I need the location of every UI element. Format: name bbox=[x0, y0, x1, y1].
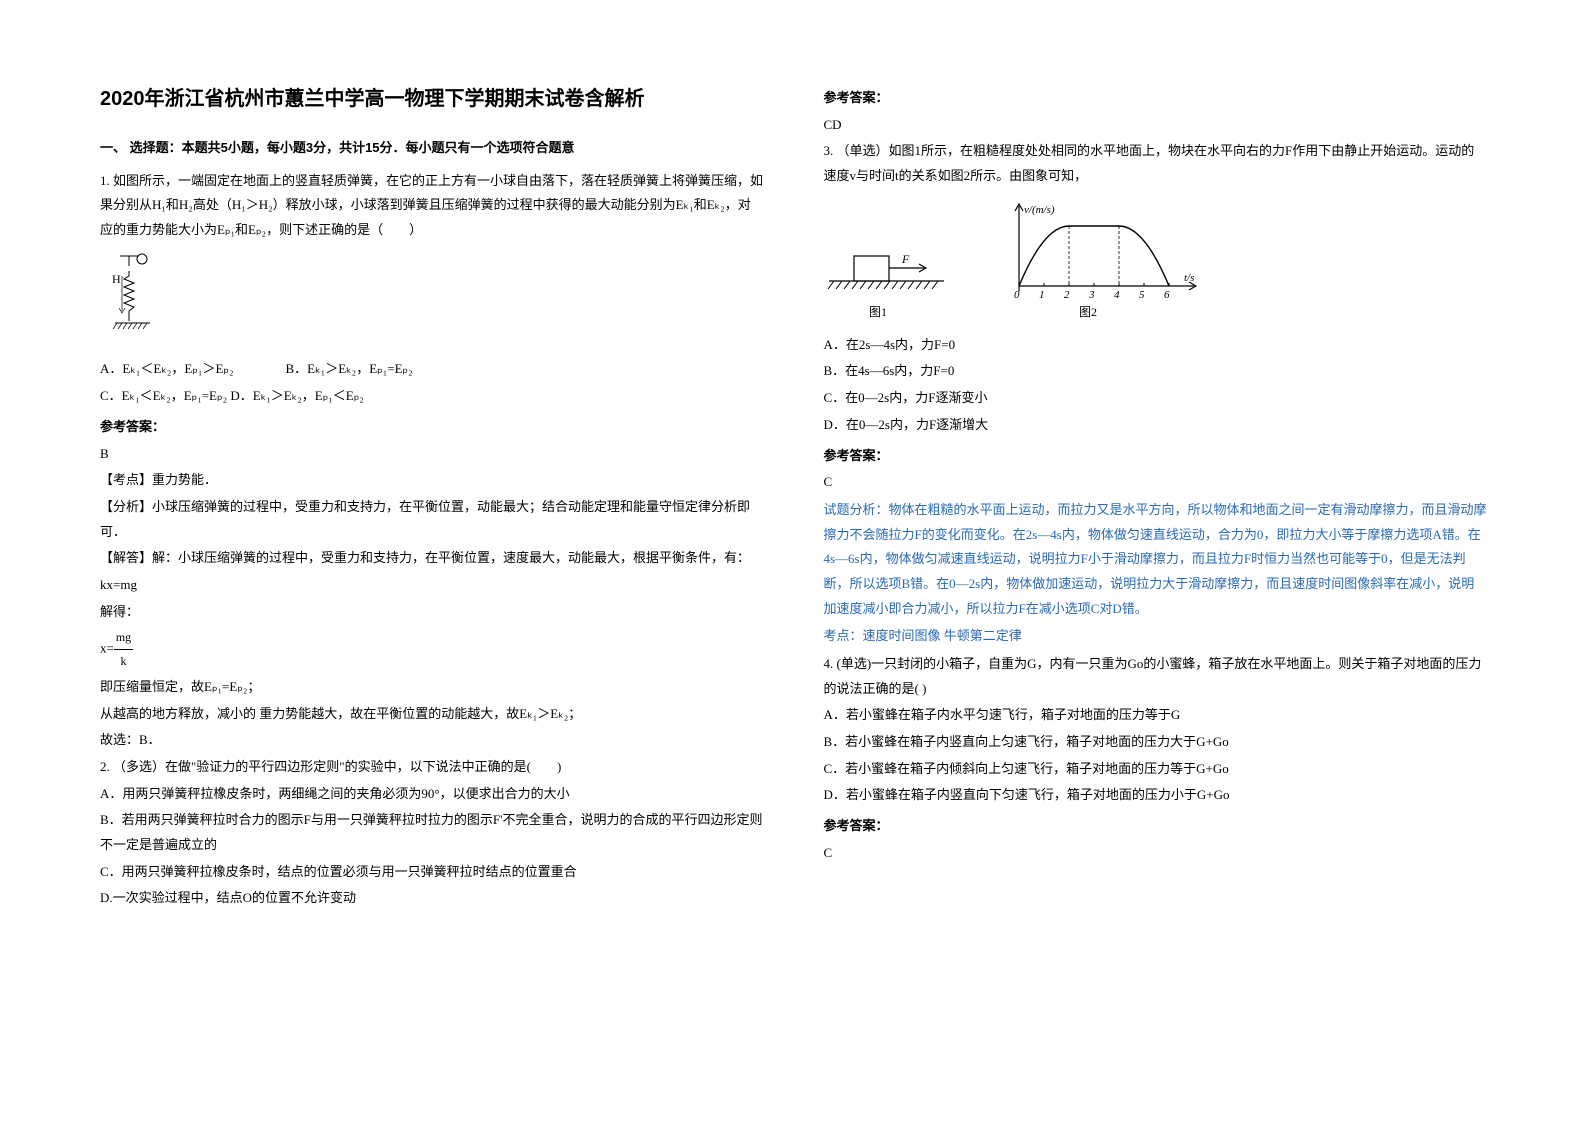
q3-opt-a: A．在2s—4s内，力F=0 bbox=[824, 333, 1488, 358]
q4-opt-a: A．若小蜜蜂在箱子内水平匀速飞行，箱子对地面的压力等于G bbox=[824, 703, 1488, 728]
q4-opt-b: B．若小蜜蜂在箱子内竖直向上匀速飞行，箱子对地面的压力大于G+Go bbox=[824, 730, 1488, 755]
svg-text:F: F bbox=[901, 252, 910, 266]
svg-text:3: 3 bbox=[1088, 289, 1095, 301]
q1-opt-a: A．Eₖ₁＜Eₖ₂，Eₚ₁＞Eₚ₂ bbox=[100, 361, 234, 376]
q1-opt-d: D．Eₖ₁＞Eₖ₂，Eₚ₁＜Eₚ₂ bbox=[230, 388, 364, 403]
q1-answer: B bbox=[100, 442, 764, 467]
svg-text:2: 2 bbox=[1064, 289, 1070, 301]
svg-text:4: 4 bbox=[1114, 289, 1120, 301]
q4-stem: 4. (单选)一只封闭的小箱子，自重为G，内有一只重为Go的小蜜蜂，箱子放在水平… bbox=[824, 652, 1488, 701]
document-title: 2020年浙江省杭州市蕙兰中学高一物理下学期期末试卷含解析 bbox=[100, 80, 764, 118]
q3-answer: C bbox=[824, 470, 1488, 495]
q2-opt-c: C．用两只弹簧秤拉橡皮条时，结点的位置必须与用一只弹簧秤拉时结点的位置重合 bbox=[100, 860, 764, 885]
svg-text:5: 5 bbox=[1139, 289, 1145, 301]
svg-text:H: H bbox=[112, 272, 121, 286]
svg-text:1: 1 bbox=[1039, 289, 1045, 301]
q3-figures: F 图1 v/(m/s) t/s 0 1 2 bbox=[824, 201, 1488, 321]
q3-opt-d: D．在0—2s内，力F逐渐增大 bbox=[824, 413, 1488, 438]
q2-opt-d: D.一次实验过程中，结点O的位置不允许变动 bbox=[100, 886, 764, 911]
q1-exp3: 【解答】解：小球压缩弹簧的过程中，受重力和支持力，在平衡位置，速度最大，动能最大… bbox=[100, 546, 764, 571]
q1-options-ab: A．Eₖ₁＜Eₖ₂，Eₚ₁＞Eₚ₂ B．Eₖ₁＞Eₖ₂，Eₚ₁=Eₚ₂ bbox=[100, 357, 764, 382]
q2-opt-a: A．用两只弹簧秤拉橡皮条时，两细绳之间的夹角必须为90°，以便求出合力的大小 bbox=[100, 782, 764, 807]
fig1-label: 图1 bbox=[869, 305, 887, 319]
fig2-xlabel: t/s bbox=[1184, 272, 1194, 284]
q3-blue-1: 试题分析：物体在粗糙的水平面上运动，而拉力又是水平方向，所以物体和地面之间一定有… bbox=[824, 498, 1488, 621]
q2-stem: 2. （多选）在做"验证力的平行四边形定则"的实验中，以下说法中正确的是( ) bbox=[100, 755, 764, 780]
section-1-header: 一、 选择题：本题共5小题，每小题3分，共计15分．每小题只有一个选项符合题意 bbox=[100, 136, 764, 161]
q3-opt-c: C．在0—2s内，力F逐渐变小 bbox=[824, 386, 1488, 411]
q2-opt-b: B．若用两只弹簧秤拉时合力的图示F与用一只弹簧秤拉时拉力的图示F'不完全重合，说… bbox=[100, 808, 764, 857]
fig2-ylabel: v/(m/s) bbox=[1024, 204, 1055, 216]
q1-exp9: 故选：B． bbox=[100, 728, 764, 753]
q1-stem: 1. 如图所示，一端固定在地面上的竖直轻质弹簧，在它的正上方有一小球自由落下，落… bbox=[100, 169, 764, 243]
q1-exp8: 从越高的地方释放，减小的 重力势能越大，故在平衡位置的动能越大，故Eₖ₁＞Eₖ₂… bbox=[100, 702, 764, 727]
svg-text:0: 0 bbox=[1014, 289, 1020, 301]
q1-exp4: kx=mg bbox=[100, 573, 764, 598]
q3-opt-b: B．在4s—6s内，力F=0 bbox=[824, 359, 1488, 384]
q3-stem: 3. （单选）如图1所示，在粗糙程度处处相同的水平地面上，物块在水平向右的力F作… bbox=[824, 139, 1488, 188]
fraction-mg-k: mgk bbox=[114, 626, 133, 673]
q4-answer: C bbox=[824, 841, 1488, 866]
fig2-label: 图2 bbox=[1079, 305, 1097, 319]
q1-answer-label: 参考答案： bbox=[100, 415, 764, 440]
q4-opt-d: D．若小蜜蜂在箱子内竖直向下匀速飞行，箱子对地面的压力小于G+Go bbox=[824, 783, 1488, 808]
q3-blue-2: 考点：速度时间图像 牛顿第二定律 bbox=[824, 624, 1488, 649]
q1-exp1: 【考点】重力势能． bbox=[100, 468, 764, 493]
figure-2-icon: v/(m/s) t/s 0 1 2 3 4 5 6 图2 bbox=[994, 201, 1214, 321]
figure-1-icon: F 图1 bbox=[824, 221, 954, 321]
right-column: 参考答案： CD 3. （单选）如图1所示，在粗糙程度处处相同的水平地面上，物块… bbox=[824, 80, 1488, 1082]
q4-answer-label: 参考答案： bbox=[824, 814, 1488, 839]
svg-text:6: 6 bbox=[1164, 289, 1170, 301]
q3-explanation-block: 试题分析：物体在粗糙的水平面上运动，而拉力又是水平方向，所以物体和地面之间一定有… bbox=[824, 498, 1488, 649]
q4-opt-c: C．若小蜜蜂在箱子内倾斜向上匀速飞行，箱子对地面的压力等于G+Go bbox=[824, 757, 1488, 782]
q2-answer-label: 参考答案： bbox=[824, 86, 1488, 111]
q1-exp6-prefix: x= bbox=[100, 641, 114, 656]
q1-exp2: 【分析】小球压缩弹簧的过程中，受重力和支持力，在平衡位置，动能最大；结合动能定理… bbox=[100, 495, 764, 544]
q1-exp7: 即压缩量恒定，故Eₚ₁=Eₚ₂； bbox=[100, 675, 764, 700]
q2-answer: CD bbox=[824, 113, 1488, 138]
q1-opt-c: C．Eₖ₁＜Eₖ₂，Eₚ₁=Eₚ₂ bbox=[100, 388, 227, 403]
spring-diagram-icon: H bbox=[110, 251, 170, 341]
left-column: 2020年浙江省杭州市蕙兰中学高一物理下学期期末试卷含解析 一、 选择题：本题共… bbox=[100, 80, 764, 1082]
q3-answer-label: 参考答案： bbox=[824, 444, 1488, 469]
q1-opt-b: B．Eₖ₁＞Eₖ₂，Eₚ₁=Eₚ₂ bbox=[286, 361, 413, 376]
q1-exp6: x=mgk bbox=[100, 626, 764, 673]
q1-exp5: 解得： bbox=[100, 600, 764, 625]
q1-options-cd: C．Eₖ₁＜Eₖ₂，Eₚ₁=Eₚ₂ D．Eₖ₁＞Eₖ₂，Eₚ₁＜Eₚ₂ bbox=[100, 384, 764, 409]
